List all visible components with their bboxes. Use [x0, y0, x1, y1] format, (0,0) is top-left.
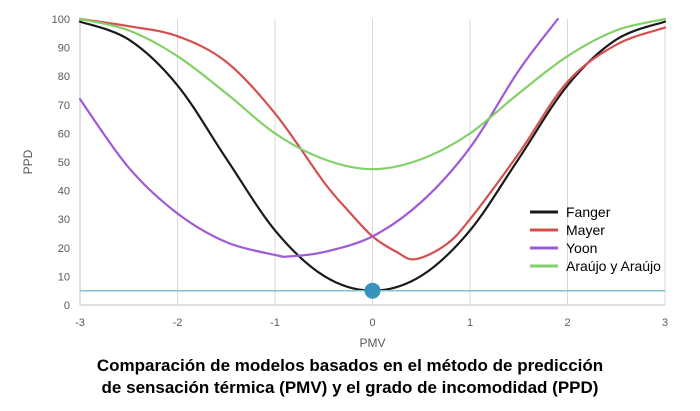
- y-tick-label: 60: [58, 128, 70, 140]
- marks-group: [80, 282, 665, 299]
- x-tick-label: 0: [369, 317, 375, 329]
- series-line-3: [78, 17, 559, 258]
- grid-lines: [177, 19, 666, 305]
- chart: 0 10 20 30 40 50 60 70 80 90 100 -3 -2 -1 0 1 2 3 PMV PPD F…: [21, 14, 668, 350]
- series-line-4: [78, 17, 667, 171]
- legend: Fanger Mayer Yoon Araújo y Araújo: [530, 204, 661, 274]
- legend-label-1: Fanger: [566, 204, 611, 220]
- x-tick-label: 2: [564, 317, 570, 329]
- y-tick-label: 100: [52, 14, 70, 26]
- x-tick-label: 1: [467, 317, 473, 329]
- marker-point: [364, 282, 381, 299]
- y-tick-label: 50: [58, 157, 70, 169]
- y-tick-label: 40: [58, 186, 70, 198]
- legend-label-2: Mayer: [566, 222, 605, 238]
- y-tick-label: 10: [58, 271, 70, 283]
- x-tick-label: 3: [662, 317, 668, 329]
- axes: 0 10 20 30 40 50 60 70 80 90 100 -3 -2 -1 0 1 2 3 PMV PPD: [21, 14, 668, 350]
- caption-line-1: Comparación de modelos basados en el mét…: [96, 356, 604, 375]
- y-tick-label: 70: [58, 100, 70, 112]
- y-tick-label: 20: [58, 243, 70, 255]
- x-tick-label: -2: [173, 317, 183, 329]
- y-tick-label: 80: [58, 71, 70, 83]
- caption-line-2: de sensación térmica (PMV) y el grado de…: [101, 378, 599, 397]
- legend-label-3: Yoon: [566, 240, 597, 256]
- y-tick-label: 0: [64, 300, 70, 312]
- x-tick-label: -3: [75, 317, 85, 329]
- legend-label-4: Araújo y Araújo: [566, 258, 661, 274]
- series-line-2: [78, 17, 667, 261]
- x-axis-title: PMV: [359, 336, 385, 350]
- y-axis-title: PPD: [21, 149, 35, 174]
- y-tick-label: 90: [58, 43, 70, 55]
- y-tick-label: 30: [58, 214, 70, 226]
- x-tick-label: -1: [270, 317, 280, 329]
